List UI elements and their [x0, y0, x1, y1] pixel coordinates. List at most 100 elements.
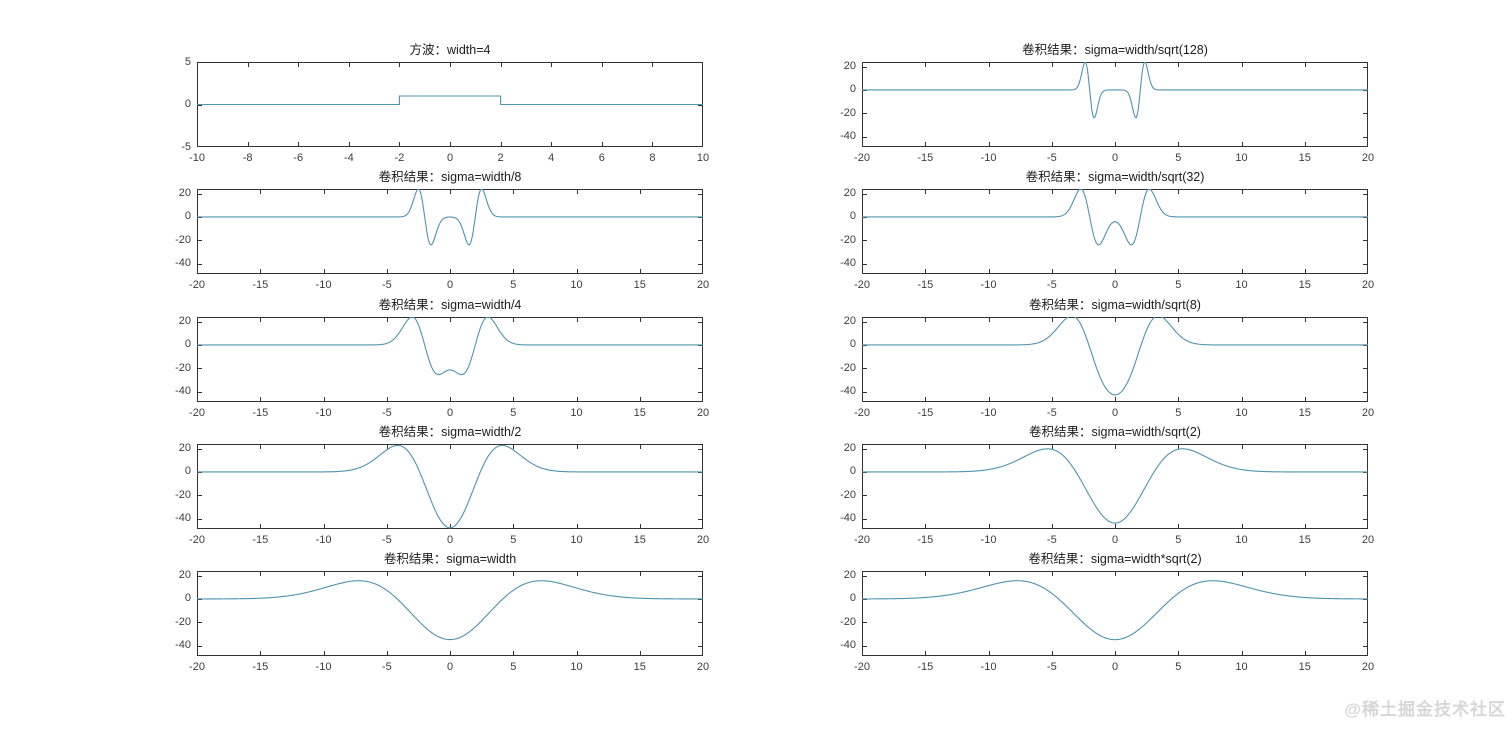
x-tick-label: 0	[1111, 661, 1119, 673]
y-tick-label: -20	[840, 488, 856, 501]
x-tick-label: -5	[1046, 534, 1057, 546]
tick-marks	[862, 572, 1367, 655]
x-tick-label: -20	[189, 407, 205, 419]
y-tick-label: -40	[840, 512, 856, 524]
x-tick-label: -15	[252, 407, 269, 419]
x-tick-label: -5	[381, 661, 392, 673]
y-tick-label: 20	[843, 187, 856, 200]
x-tick-label: -5	[381, 407, 392, 419]
x-tick-label: -10	[980, 661, 997, 673]
signal-line	[197, 189, 703, 246]
x-tick-label: -15	[917, 279, 934, 291]
x-tick-label: 5	[510, 279, 517, 291]
plot-border	[862, 444, 1368, 529]
x-tick-label: -15	[252, 279, 269, 291]
x-tick-label: -10	[315, 279, 332, 291]
x-tick-label: 15	[633, 407, 646, 419]
y-tick-label: -5	[181, 140, 191, 153]
y-tick-label: 0	[184, 338, 191, 351]
tick-marks	[197, 572, 702, 655]
x-tick-label: 20	[696, 661, 710, 673]
subplot-row4-right: 卷积结果：sigma=width/sqrt(2) -20 -15 -10 -5 0 5 10 1…	[840, 425, 1374, 546]
tick-marks	[862, 318, 1367, 401]
subplot-row2-right: 卷积结果：sigma=width/sqrt(32) -20 -15 -10 -5 0 5 10…	[840, 170, 1374, 291]
subplot-title: 方波：width=4	[409, 43, 491, 57]
y-tick-label: -20	[175, 488, 191, 501]
y-tick-label: -20	[175, 233, 191, 246]
y-tick-label: -40	[175, 385, 191, 397]
x-tick-label: -20	[854, 661, 870, 673]
x-tick-label: -4	[343, 152, 354, 164]
x-tick-label: 5	[1175, 661, 1182, 673]
y-tick-label: 0	[184, 592, 191, 605]
subplot-title: 卷积结果：sigma=width/2	[378, 425, 522, 439]
y-tick-label: 20	[843, 315, 856, 328]
x-tick-label: -2	[394, 152, 405, 164]
plot-area	[197, 444, 703, 529]
signal-line	[197, 95, 703, 106]
y-tick-label: 5	[184, 55, 191, 68]
signal-line	[862, 448, 1368, 524]
subplot-title: 卷积结果：sigma=width/8	[378, 170, 522, 184]
x-tick-label: 0	[446, 407, 454, 419]
plot-border	[862, 571, 1368, 656]
x-tick-label: 0	[446, 534, 454, 546]
x-tick-label: 10	[1235, 152, 1248, 164]
x-tick-label: 10	[696, 152, 710, 164]
subplot-row5-left: 卷积结果：sigma=width -20 -15 -10 -5 0 5 10 15 20 -40 -2…	[175, 552, 709, 673]
x-tick-label: -20	[189, 534, 205, 546]
x-tick-label: -6	[293, 152, 304, 164]
subplot-row4-left: 卷积结果：sigma=width/2 -20 -15 -10 -5 0 5 10 15 20 -40…	[175, 425, 709, 546]
plot-border	[862, 62, 1368, 147]
y-tick-label: 20	[843, 442, 856, 455]
subplot-title: 卷积结果：sigma=width	[383, 552, 517, 566]
x-tick-label: -8	[242, 152, 253, 164]
x-tick-label: -10	[980, 534, 997, 546]
y-tick-label: 20	[178, 442, 191, 455]
x-tick-label: -20	[854, 279, 870, 291]
subplot-title: 卷积结果：sigma=width/sqrt(2)	[1029, 425, 1201, 439]
y-tick-label: 0	[849, 465, 856, 478]
x-tick-label: -20	[189, 279, 205, 291]
y-tick-label: -40	[840, 130, 856, 142]
plot-area	[197, 317, 703, 402]
subplot-row2-left: 卷积结果：sigma=width/8 -20 -15 -10 -5 0 5 10 15 20 -40…	[175, 170, 709, 291]
x-tick-label: 5	[1175, 407, 1182, 419]
y-tick-label: 0	[849, 338, 856, 351]
x-tick-label: 20	[1361, 407, 1375, 419]
tick-marks	[197, 445, 702, 528]
x-tick-label: 15	[633, 661, 646, 673]
x-tick-label: -20	[854, 534, 870, 546]
signal-line	[862, 62, 1368, 119]
y-tick-label: 0	[849, 210, 856, 223]
x-tick-label: -15	[252, 661, 269, 673]
plot-border	[197, 571, 703, 656]
x-tick-label: 20	[1361, 152, 1375, 164]
x-tick-label: 0	[446, 152, 454, 164]
x-tick-label: -10	[980, 407, 997, 419]
x-tick-label: 15	[1298, 407, 1311, 419]
x-tick-label: 10	[1235, 661, 1248, 673]
y-tick-label: -20	[840, 615, 856, 628]
x-tick-label: 5	[510, 407, 517, 419]
y-tick-label: -20	[840, 233, 856, 246]
y-tick-label: -20	[175, 361, 191, 374]
x-tick-label: -5	[381, 279, 392, 291]
y-tick-label: -40	[175, 257, 191, 269]
x-tick-label: 20	[696, 407, 710, 419]
x-tick-label: 20	[1361, 534, 1375, 546]
x-tick-label: 0	[446, 279, 454, 291]
subplot-row3-left: 卷积结果：sigma=width/4 -20 -15 -10 -5 0 5 10 15 20 -40…	[175, 298, 709, 419]
x-tick-label: 8	[649, 152, 656, 164]
tick-marks	[862, 63, 1367, 146]
x-tick-label: 15	[1298, 152, 1311, 164]
x-tick-label: -20	[854, 407, 870, 419]
signal-line	[862, 189, 1368, 246]
x-tick-label: 20	[696, 534, 710, 546]
y-tick-label: 20	[178, 187, 191, 200]
x-tick-label: -5	[381, 534, 392, 546]
x-tick-label: -10	[980, 152, 997, 164]
x-tick-label: 10	[1235, 407, 1248, 419]
x-tick-label: 15	[1298, 534, 1311, 546]
